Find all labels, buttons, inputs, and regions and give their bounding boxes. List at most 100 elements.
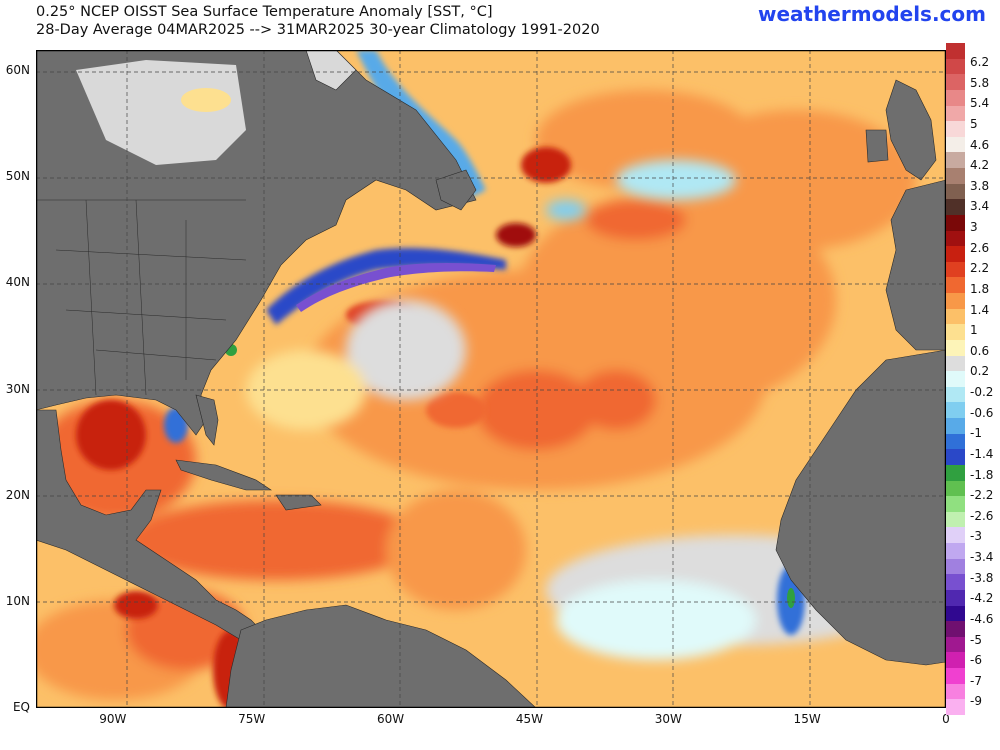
colorbar-swatch <box>946 214 965 232</box>
colorbar-swatch <box>946 58 965 75</box>
colorbar-swatch <box>946 277 965 294</box>
newfoundland-land <box>435 169 477 211</box>
colorbar-swatch <box>946 168 965 185</box>
colorbar-label: 0.2 <box>970 364 990 379</box>
colorbar-label: -3.8 <box>970 570 994 585</box>
colorbar-label: 0.6 <box>970 343 990 358</box>
colorbar-swatch <box>946 574 965 591</box>
colorbar-swatch <box>946 496 965 513</box>
colorbar-swatch <box>946 386 965 403</box>
colorbar-swatch <box>946 636 965 653</box>
colorbar-swatch <box>946 683 965 700</box>
colorbar-label: -9 <box>970 694 982 709</box>
colorbar-label: 6.2 <box>970 55 990 69</box>
colorbar-swatch <box>946 136 965 153</box>
colorbar-label: 2.6 <box>970 240 990 255</box>
lon-label: 15W <box>793 712 821 726</box>
colorbar-label: -1 <box>970 426 982 441</box>
colorbar-swatch <box>946 558 965 575</box>
colorbar-swatch <box>946 246 965 263</box>
colorbar-swatch <box>946 43 965 60</box>
colorbar-label: -1.8 <box>970 467 994 482</box>
colorbar-label: -2.2 <box>970 488 994 503</box>
lat-label: 20N <box>5 487 30 502</box>
colorbar-swatch <box>946 293 965 310</box>
africa-land <box>775 349 946 666</box>
colorbar-swatch <box>946 324 965 341</box>
lat-label: 10N <box>5 593 30 608</box>
colorbar-label: -6 <box>970 653 982 668</box>
lon-label: 75W <box>238 712 266 726</box>
colorbar-swatch <box>946 605 965 622</box>
colorbar-swatch <box>946 199 965 216</box>
site-logo-text: weathermodels.com <box>757 2 986 26</box>
cuba-land <box>175 459 272 491</box>
colorbar-label: -3.4 <box>970 550 994 564</box>
colorbar-label: -7 <box>970 673 982 688</box>
map-subtitle: 28-Day Average 04MAR2025 --> 31MAR2025 3… <box>36 22 600 38</box>
ireland-land <box>865 129 889 163</box>
lon-label: 45W <box>515 712 543 726</box>
colorbar-swatch <box>946 183 965 200</box>
colorbar-swatch <box>946 261 965 278</box>
colorbar-swatch <box>946 527 965 544</box>
colorbar-swatch <box>946 402 965 419</box>
lon-label: 90W <box>99 712 127 726</box>
colorbar-swatch <box>946 308 965 325</box>
colorbar-swatch <box>946 89 965 106</box>
colorbar-swatch <box>946 74 965 91</box>
colorbar-label: 5 <box>970 116 978 131</box>
lat-label: 40N <box>5 275 30 290</box>
colorbar-label: 5.4 <box>970 96 990 111</box>
colorbar-swatch <box>946 652 965 669</box>
hispaniola-land <box>275 494 322 511</box>
colorbar-swatch <box>946 621 965 638</box>
colorbar-swatch <box>946 511 965 528</box>
colorbar-label: -4.6 <box>970 611 994 626</box>
colorbar-swatch <box>946 699 965 716</box>
map-title: 0.25° NCEP OISST Sea Surface Temperature… <box>36 4 493 20</box>
lon-label: 60W <box>376 712 405 726</box>
mexico-central-america-land <box>36 409 267 651</box>
colorbar-swatch <box>946 355 965 372</box>
europe-land <box>885 179 946 351</box>
colorbar-label: 1.4 <box>970 302 990 317</box>
florida-land <box>195 394 219 446</box>
colorbar-swatch <box>946 152 965 169</box>
colorbar-swatch <box>946 433 965 450</box>
colorbar-swatch <box>946 589 965 607</box>
colorbar <box>946 43 965 716</box>
colorbar-swatch <box>946 339 965 357</box>
lat-label: 60N <box>5 63 30 78</box>
warm-anomaly-areas <box>36 90 916 700</box>
colorbar-label: 4.6 <box>970 137 990 152</box>
colorbar-label: -0.2 <box>970 385 994 399</box>
colorbar-label: 4.2 <box>970 158 990 173</box>
lon-label: 30W <box>654 712 682 726</box>
colorbar-swatch <box>946 480 965 497</box>
colorbar-swatch <box>946 464 965 482</box>
graticule <box>36 50 946 708</box>
map-frame <box>36 50 946 708</box>
colorbar-label: 5.8 <box>970 75 990 90</box>
colorbar-label: 3 <box>970 220 978 234</box>
colorbar-swatch <box>946 543 965 560</box>
colorbar-label: 3.4 <box>970 199 990 214</box>
colorbar-label: -1.4 <box>970 446 994 461</box>
colorbar-swatch <box>946 105 965 122</box>
hudson-bay-warm-patch <box>181 88 231 112</box>
lat-label: EQ <box>12 700 30 714</box>
colorbar-label: 2.2 <box>970 261 990 276</box>
sst-anomaly-map <box>36 50 946 708</box>
colorbar-label: 1 <box>970 323 978 338</box>
colorbar-swatch <box>946 418 965 435</box>
colorbar-swatch <box>946 121 965 138</box>
colorbar-swatch <box>946 668 965 685</box>
hudson-bay-ice <box>76 60 246 165</box>
colorbar-label: -0.6 <box>970 405 994 420</box>
lat-label: 30N <box>5 381 30 396</box>
britain-land <box>885 79 937 181</box>
political-borders <box>36 199 247 396</box>
colorbar-label: -4.2 <box>970 591 994 606</box>
colorbar-label: -5 <box>970 632 982 647</box>
